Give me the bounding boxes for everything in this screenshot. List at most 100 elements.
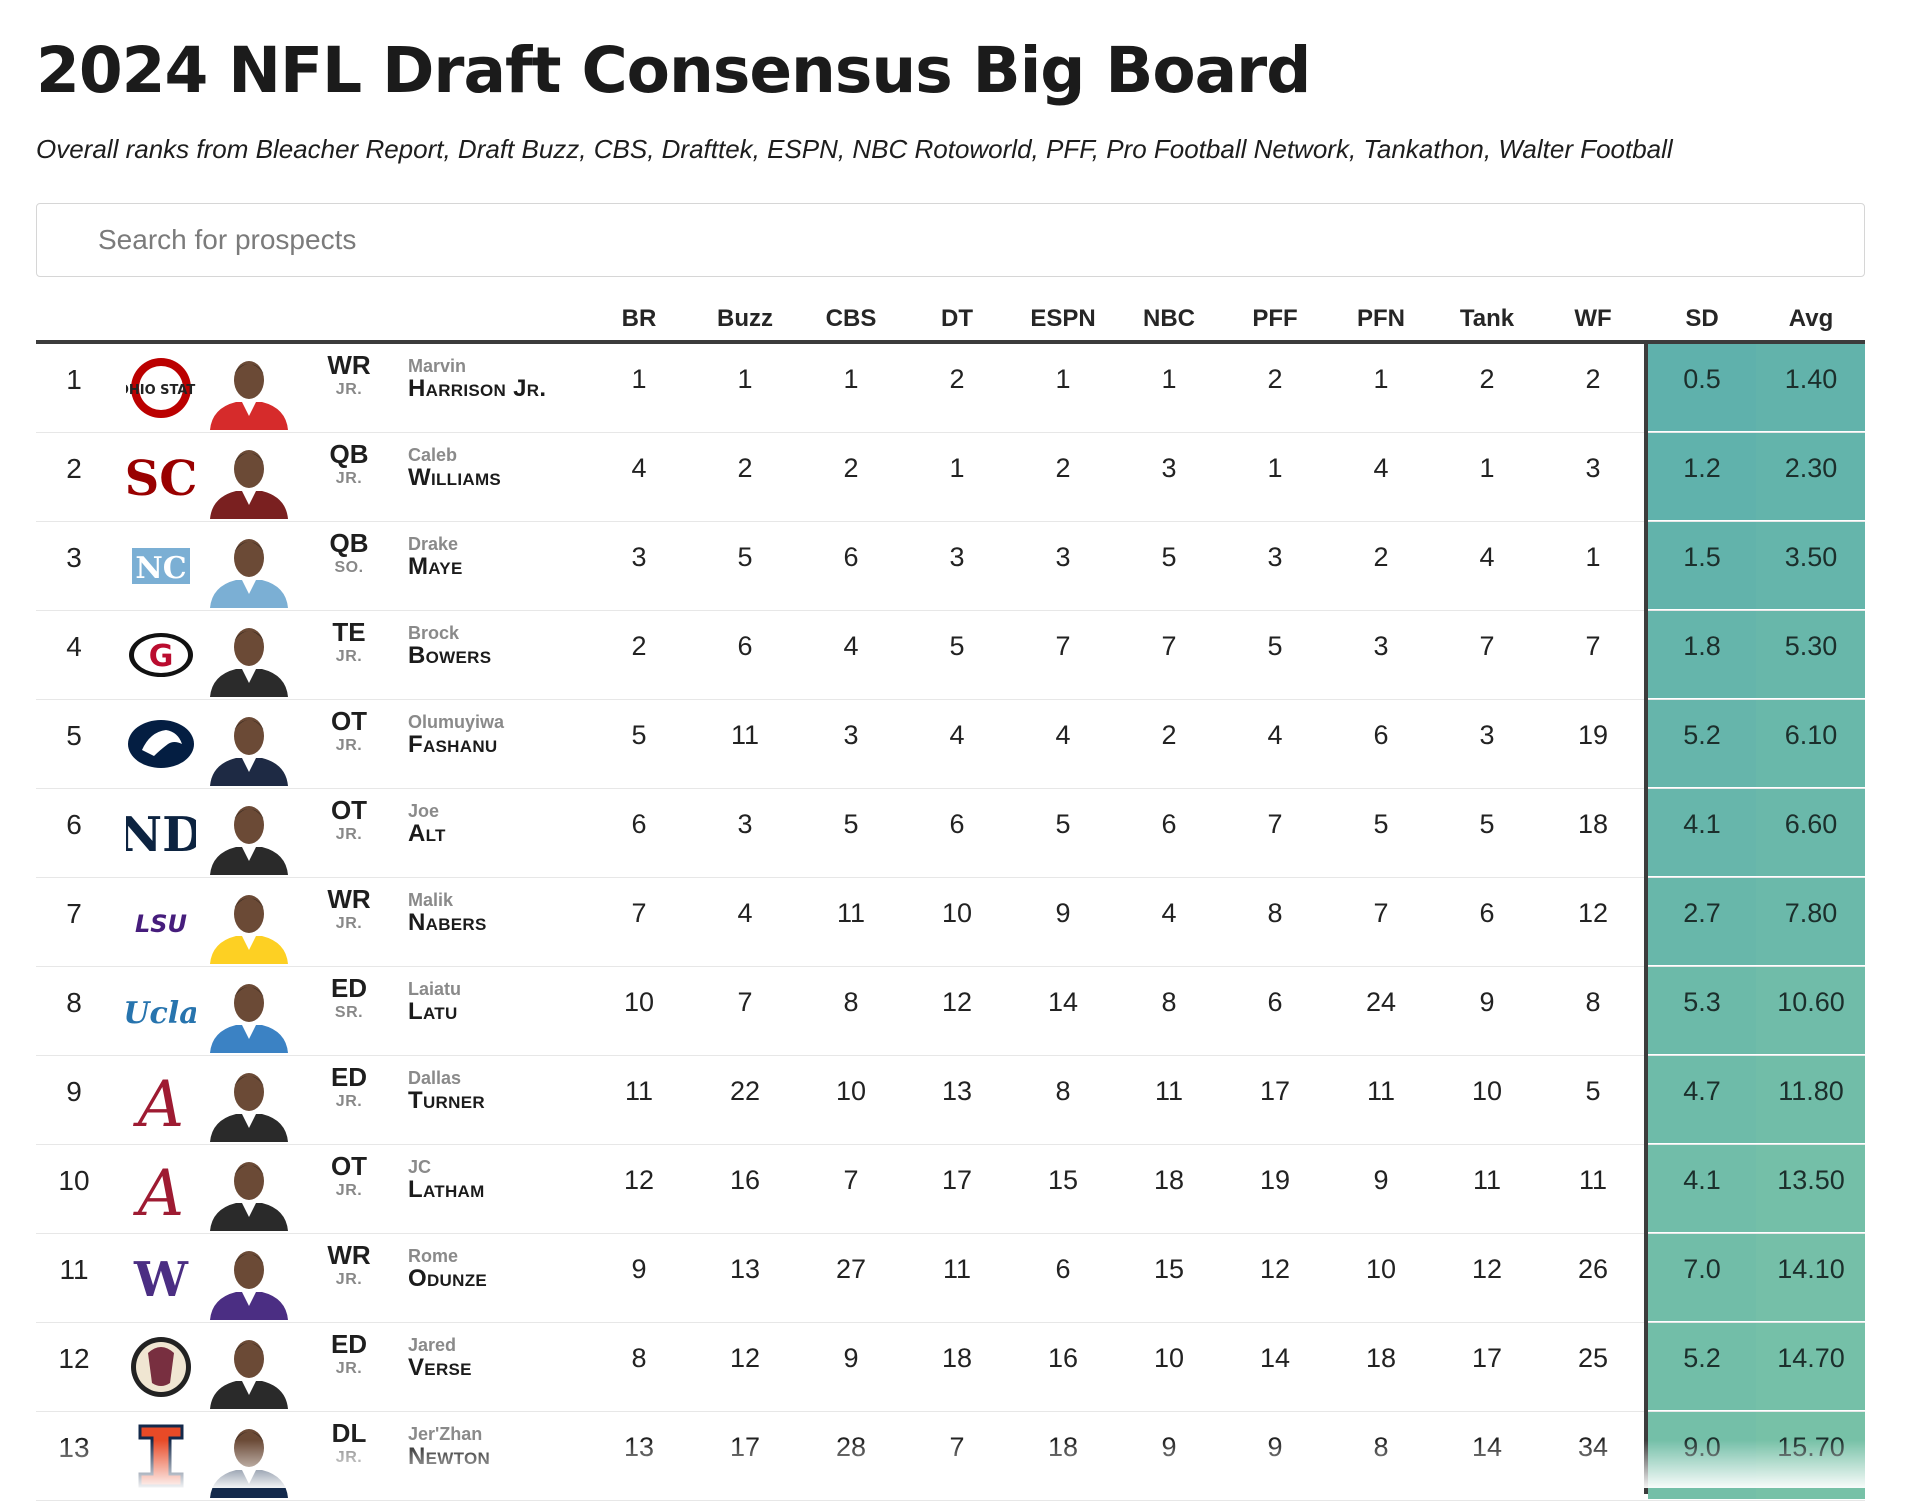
source-rank-buzz: 4 [737, 898, 753, 928]
source-rank-cbs: 10 [835, 1076, 867, 1106]
table-row[interactable]: 2 SC QB JR. Caleb Williams 4 2 2 1 2 3 1 4 1 3 1.2 2.30 [36, 433, 1865, 522]
class-year: JR. [335, 470, 363, 487]
column-header-dt[interactable]: DT [941, 305, 973, 332]
class-year: JR. [335, 648, 363, 665]
table-row[interactable]: 6 ND OT JR. Joe Alt 6 3 5 6 5 6 7 5 5 18 4.1 6.60 [36, 789, 1865, 878]
player-last-name[interactable]: Fashanu [408, 731, 498, 758]
column-header-wf[interactable]: WF [1574, 305, 1612, 332]
player-last-name[interactable]: Williams [408, 464, 502, 491]
rank-number: 4 [66, 631, 82, 662]
source-rank-espn: 5 [1055, 809, 1071, 839]
column-header-cbs[interactable]: CBS [825, 305, 877, 332]
player-photo [206, 1240, 292, 1320]
player-first-name[interactable]: Jared [408, 1335, 457, 1355]
player-first-name[interactable]: Marvin [408, 356, 467, 376]
player-first-name[interactable]: Olumuyiwa [408, 712, 505, 732]
svg-text:G: G [149, 639, 174, 674]
source-rank-tank: 6 [1479, 898, 1495, 928]
player-last-name[interactable]: Latu [408, 998, 458, 1025]
column-header-avg[interactable]: Avg [1788, 305, 1834, 332]
source-rank-br: 9 [631, 1254, 647, 1284]
sd-value: 1.8 [1683, 631, 1721, 661]
sd-value: 7.0 [1683, 1254, 1721, 1284]
table-row[interactable]: 9 A ED JR. Dallas Turner 11 22 10 13 8 11 17 11 10 5 4.7… [36, 1056, 1865, 1145]
player-last-name[interactable]: Latham [408, 1176, 485, 1203]
column-header-sd[interactable]: SD [1685, 305, 1719, 332]
player-last-name[interactable]: Newton [408, 1443, 491, 1470]
table-row[interactable]: 11 W WR JR. Rome Odunze 9 13 27 11 6 15 12 10 12 26 7.0 1… [36, 1234, 1865, 1323]
source-rank-br: 3 [631, 542, 647, 572]
search-input[interactable] [36, 203, 1865, 277]
source-rank-espn: 1 [1055, 364, 1071, 394]
sd-value: 4.1 [1683, 809, 1721, 839]
table-row[interactable]: 7 LSU WR JR. Malik Nabers 7 4 11 10 9 4 8 7 6 12 2.7 7.80 [36, 878, 1865, 967]
source-rank-buzz: 6 [737, 631, 753, 661]
source-rank-buzz: 17 [729, 1432, 761, 1462]
player-last-name[interactable]: Turner [408, 1087, 485, 1114]
source-rank-pff: 2 [1267, 364, 1283, 394]
column-header-buzz[interactable]: Buzz [717, 305, 773, 332]
source-rank-dt: 11 [942, 1254, 972, 1284]
player-first-name[interactable]: Joe [408, 801, 440, 821]
player-last-name[interactable]: Nabers [408, 909, 487, 936]
sd-column-divider [1644, 344, 1648, 1494]
player-last-name[interactable]: Alt [408, 820, 446, 847]
column-header-br[interactable]: BR [621, 305, 657, 332]
player-first-name[interactable]: Malik [408, 890, 454, 910]
column-header-pff[interactable]: PFF [1252, 305, 1298, 332]
column-header-tank[interactable]: Tank [1459, 305, 1515, 332]
table-row[interactable]: 12 ED JR. Jared Verse 8 12 9 18 16 10 14 18 17 25 5.2 14… [36, 1323, 1865, 1412]
player-last-name[interactable]: Verse [408, 1354, 472, 1381]
table-row[interactable]: 4 G TE JR. Brock Bowers 2 6 4 5 7 7 5 3 7 7 1.8 5.30 [36, 611, 1865, 700]
source-rank-espn: 15 [1047, 1165, 1079, 1195]
player-last-name[interactable]: Maye [408, 553, 463, 580]
player-last-name[interactable]: Odunze [408, 1265, 488, 1292]
source-rank-buzz: 7 [737, 987, 753, 1017]
source-rank-espn: 6 [1055, 1254, 1071, 1284]
table-row[interactable]: 3 NC QB SO. Drake Maye 3 5 6 3 3 5 3 2 4 1 1.5 3.50 [36, 522, 1865, 611]
source-rank-espn: 18 [1047, 1432, 1079, 1462]
player-last-name[interactable]: Harrison Jr. [408, 375, 547, 402]
player-first-name[interactable]: JC [408, 1157, 432, 1177]
player-first-name[interactable]: Brock [408, 623, 460, 643]
column-header-espn[interactable]: ESPN [1030, 305, 1096, 332]
source-rank-tank: 12 [1471, 1254, 1503, 1284]
player-first-name[interactable]: Rome [408, 1246, 459, 1266]
source-rank-pff: 5 [1267, 631, 1283, 661]
avg-value: 14.70 [1777, 1343, 1845, 1373]
source-rank-tank: 9 [1479, 987, 1495, 1017]
source-rank-pfn: 2 [1373, 542, 1389, 572]
source-rank-tank: 7 [1479, 631, 1495, 661]
column-header-nbc[interactable]: NBC [1143, 305, 1195, 332]
player-first-name[interactable]: Caleb [408, 445, 458, 465]
player-first-name[interactable]: Drake [408, 534, 459, 554]
source-rank-wf: 34 [1577, 1432, 1609, 1462]
player-first-name[interactable]: Dallas [408, 1068, 462, 1088]
table-row[interactable]: 8 Ucla ED SR. Laiatu Latu 10 7 8 12 14 8 6 24 9 8 5.3 10.… [36, 967, 1865, 1056]
position-label: OT [330, 795, 368, 825]
source-rank-pff: 12 [1259, 1254, 1291, 1284]
player-first-name[interactable]: Jer'Zhan [408, 1424, 483, 1444]
source-rank-nbc: 18 [1153, 1165, 1185, 1195]
table-row[interactable]: 10 A OT JR. JC Latham 12 16 7 17 15 18 19 9 11 11 4.1 13.… [36, 1145, 1865, 1234]
source-rank-cbs: 5 [843, 809, 859, 839]
source-rank-wf: 19 [1577, 720, 1609, 750]
source-rank-tank: 11 [1472, 1165, 1502, 1195]
source-rank-dt: 6 [949, 809, 965, 839]
alabama-logo: A [126, 1155, 196, 1231]
rank-number: 6 [66, 809, 82, 840]
player-last-name[interactable]: Bowers [408, 642, 492, 669]
player-photo [206, 1062, 292, 1142]
source-rank-dt: 7 [949, 1432, 965, 1462]
table-row[interactable]: 5 OT JR. Olumuyiwa Fashanu 5 11 3 4 4 2 4 6 3 19 5.2 6.1… [36, 700, 1865, 789]
sd-cell-bg [1648, 1056, 1756, 1143]
source-rank-cbs: 3 [843, 720, 859, 750]
position-label: QB [329, 439, 369, 469]
column-header-pfn[interactable]: PFN [1357, 305, 1405, 332]
source-rank-nbc: 1 [1161, 364, 1177, 394]
svg-text:OHIO STATE: OHIO STATE [126, 383, 196, 398]
player-first-name[interactable]: Laiatu [408, 979, 462, 999]
source-rank-pff: 3 [1267, 542, 1283, 572]
sd-cell-bg [1648, 789, 1756, 876]
